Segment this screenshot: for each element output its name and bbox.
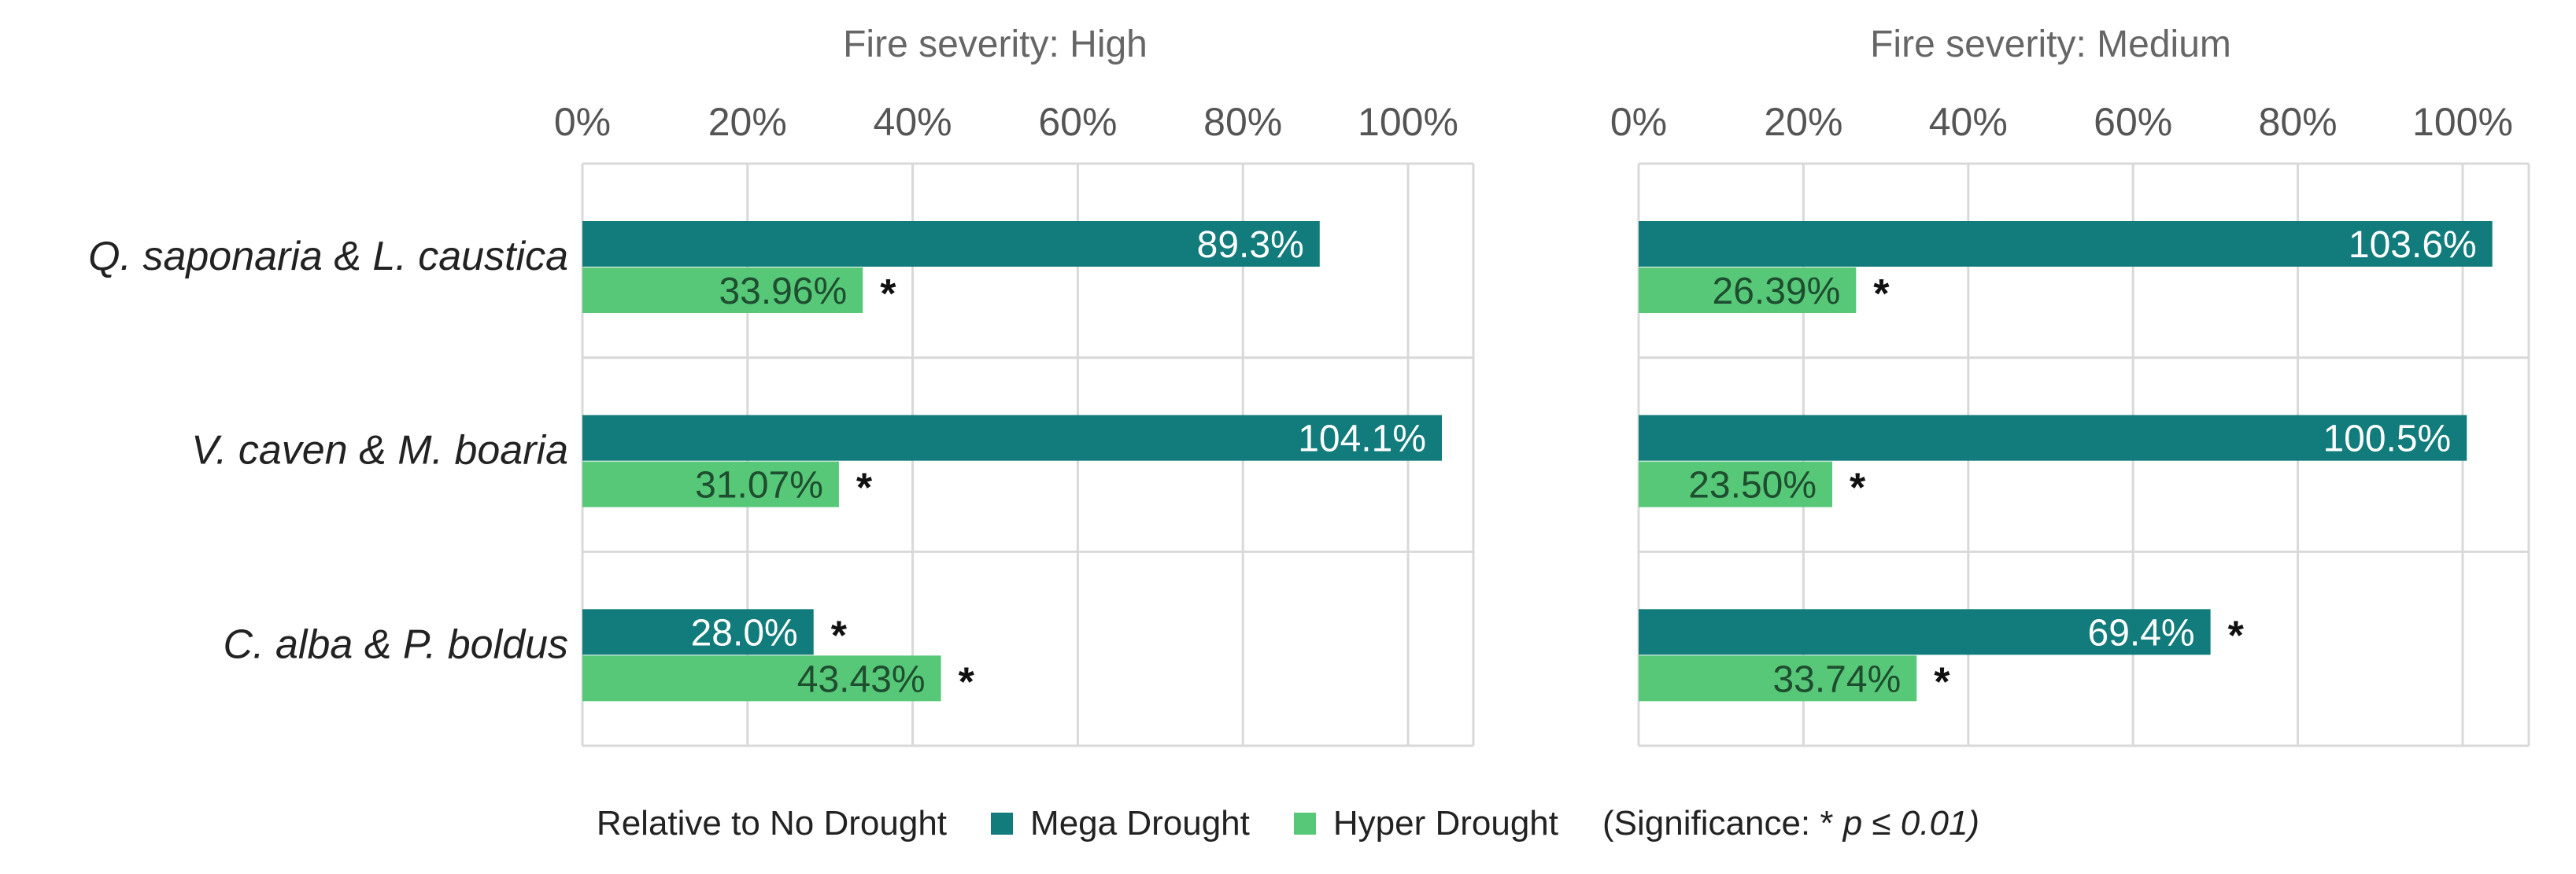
panel-2-bar-hyper-drought-v-caven-m-boaria [1639,461,1833,507]
panel-1-bar-hyper-drought-v-caven-m-boaria [582,461,839,507]
panel-2-data-label-hyper-drought-c-alba-p-boldus: 33.74% [1772,658,1901,700]
panel-2-tick-label-40: 40% [1929,100,2008,144]
legend-label-hyper-drought: Hyper Drought [1332,804,1559,843]
category-label-v-caven-m-boaria: V. caven & M. boaria [191,428,568,474]
panel-1-bar-mega-drought-c-alba-p-boldus [582,609,814,655]
panel-1-tick-label-0: 0% [554,100,611,144]
panel-2-significance-marker-mega-drought-c-alba-p-boldus: * [2228,613,2245,658]
legend-item-hyper-drought: Hyper Drought [1293,804,1559,843]
panel-2-significance-marker-hyper-drought-q-saponaria-l-caustica: * [1873,271,1890,317]
panel-2-tick-label-100: 100% [2412,100,2513,144]
chart-canvas: Fire severity: High 0% 20% 40% 60% 80% 100% Q. … [88,24,2530,747]
panel-1-bar-hyper-drought-q-saponaria-l-caustica [582,267,863,313]
panel-1-tick-label-20: 20% [708,100,787,144]
panel-1-bar-mega-drought-q-saponaria-l-caustica [582,221,1320,267]
panel-1-bar-mega-drought-v-caven-m-boaria [582,415,1443,461]
panel-2-tick-label-60: 60% [2094,100,2172,144]
panel-1-data-label-mega-drought-v-caven-m-boaria: 104.1% [1298,419,1426,460]
category-label-c-alba-p-boldus: C. alba & P. boldus [224,621,568,667]
panel-2-significance-marker-hyper-drought-v-caven-m-boaria: * [1850,466,1866,511]
panel-1-tick-label-60: 60% [1038,100,1117,144]
panel-1-significance-marker-hyper-drought-q-saponaria-l-caustica: * [880,271,896,317]
panel-1-tick-label-100: 100% [1358,100,1458,144]
panel-2-significance-marker-hyper-drought-c-alba-p-boldus: * [1934,659,1950,705]
panel-2-bar-mega-drought-q-saponaria-l-caustica [1639,221,2493,267]
panel-2-tick-label-0: 0% [1610,100,1667,144]
panel-2-bar-hyper-drought-c-alba-p-boldus [1639,655,1917,702]
panel-2-bar-mega-drought-c-alba-p-boldus [1639,609,2211,655]
panel-2-data-label-mega-drought-c-alba-p-boldus: 69.4% [2088,612,2195,654]
legend-intro: Relative to No Drought [596,804,948,843]
panel-1-tick-label-40: 40% [874,100,952,144]
panel-2-tick-label-80: 80% [2259,100,2338,144]
significance-p-value: p ≤ 0.01) [1842,804,1980,843]
panel-1-significance-marker-mega-drought-c-alba-p-boldus: * [831,613,848,658]
legend-swatch-hyper-drought [1293,813,1316,835]
panel-1-data-label-hyper-drought-v-caven-m-boaria: 31.07% [695,465,823,507]
panel-1-significance-marker-hyper-drought-v-caven-m-boaria: * [856,466,873,511]
panel-1-data-label-hyper-drought-q-saponaria-l-caustica: 33.96% [719,271,847,312]
category-label-q-saponaria-l-caustica: Q. saponaria & L. caustica [88,234,568,279]
legend-swatch-mega-drought [991,813,1014,835]
panel-2-data-label-mega-drought-v-caven-m-boaria: 100.5% [2323,419,2451,460]
panel-2-bar-hyper-drought-q-saponaria-l-caustica [1639,267,1857,313]
legend-label-mega-drought: Mega Drought [1030,804,1250,843]
significance-prefix: (Significance: * [1602,804,1843,843]
panel-1-bar-hyper-drought-c-alba-p-boldus [582,655,941,702]
panel-2-tick-label-20: 20% [1764,100,1842,144]
panel-2-bar-mega-drought-v-caven-m-boaria [1639,415,2467,461]
panel-1-tick-label-80: 80% [1203,100,1282,144]
panel-2-data-label-hyper-drought-v-caven-m-boaria: 23.50% [1688,465,1817,507]
legend-item-mega-drought: Mega Drought [991,804,1250,843]
panel-2-data-label-hyper-drought-q-saponaria-l-caustica: 26.39% [1713,271,1841,312]
panel-1-data-label-hyper-drought-c-alba-p-boldus: 43.43% [797,658,926,700]
legend: Relative to No Drought Mega Drought Hype… [0,796,2576,851]
significance-note: (Significance: * p ≤ 0.01) [1602,804,1979,843]
panel-1-data-label-mega-drought-q-saponaria-l-caustica: 89.3% [1197,224,1304,266]
panel-1-data-label-mega-drought-c-alba-p-boldus: 28.0% [691,612,798,654]
panel-1-significance-marker-hyper-drought-c-alba-p-boldus: * [959,659,975,705]
panel-2-data-label-mega-drought-q-saponaria-l-caustica: 103.6% [2349,224,2477,266]
panel-1-title: Fire severity: High [843,24,1148,65]
panel-2-title: Fire severity: Medium [1870,24,2231,65]
